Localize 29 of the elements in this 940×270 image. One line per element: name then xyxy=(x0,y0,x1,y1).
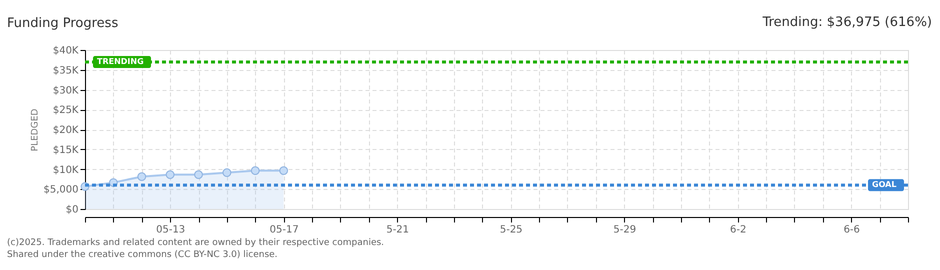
y-tick-label: $0 xyxy=(66,204,78,216)
ref-line-label: GOAL xyxy=(872,180,896,190)
y-tick-label: $15K xyxy=(52,144,79,156)
y-tick-label: $35K xyxy=(52,65,79,76)
point xyxy=(222,168,232,177)
y-tick-label: $40K xyxy=(52,46,79,56)
y-tick-label: $25K xyxy=(52,105,79,116)
point xyxy=(279,166,288,176)
y-tick-label: $20K xyxy=(52,125,79,136)
x-tick-label: 5-29 xyxy=(613,224,636,236)
x-tick-label: 5-25 xyxy=(500,224,523,236)
point xyxy=(137,172,146,181)
y-tick-label: $5,000 xyxy=(44,184,78,196)
ref-line-label: TRENDING xyxy=(97,57,144,66)
y-tick-label: $10K xyxy=(52,164,79,176)
point xyxy=(250,166,260,176)
text: (c)2025. Trademarks and related content are owned by their respective companies. xyxy=(7,238,384,248)
x-tick-label: 05-17 xyxy=(270,224,299,236)
chart-title: Funding Progress xyxy=(7,16,118,31)
point xyxy=(194,170,203,179)
text: Trending: $36,975 (616%) xyxy=(762,15,932,30)
x-tick-label: 6-2 xyxy=(730,224,746,236)
y-axis-title: PLEDGED xyxy=(30,108,41,152)
text: Shared under the creative commons (CC BY-NC 3.0) license. xyxy=(7,250,278,260)
y-tick-label: $30K xyxy=(52,85,79,96)
x-tick-label: 5-21 xyxy=(386,224,410,236)
x-tick-label: 6-6 xyxy=(844,224,860,236)
x-tick-label: 05-13 xyxy=(156,224,186,236)
point xyxy=(166,170,175,179)
